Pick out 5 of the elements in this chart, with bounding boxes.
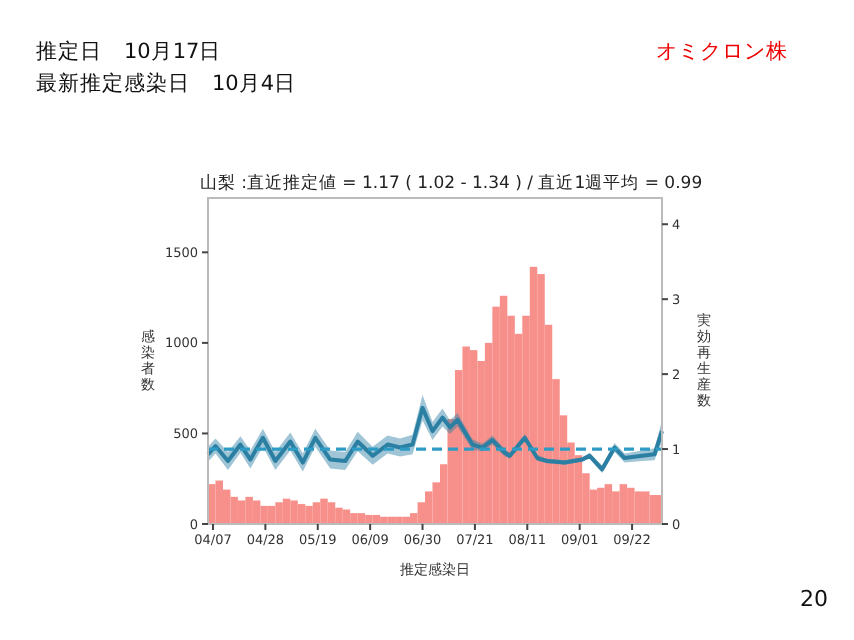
text: 20: [800, 586, 828, 612]
chart-title: 山梨 :直近推定値 = 1.17 ( 1.02 - 1.34 ) / 直近1週平均 = 0.99: [199, 172, 703, 194]
text: 推定日 10月17日: [36, 38, 222, 64]
text: 最新推定感染日 10月4日: [36, 70, 297, 96]
text: オミクロン株: [656, 38, 788, 64]
